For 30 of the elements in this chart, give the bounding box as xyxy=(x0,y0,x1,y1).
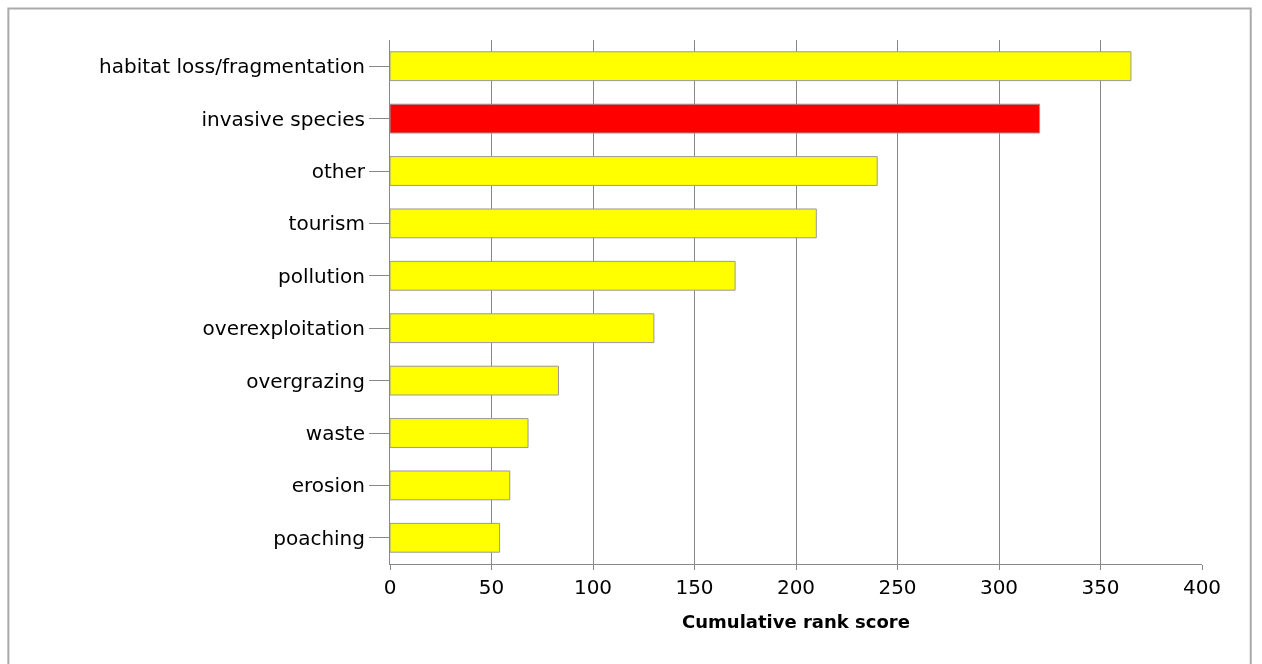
y-tick-label: waste xyxy=(305,421,365,445)
bar xyxy=(390,313,655,344)
y-tick-label: habitat loss/fragmentation xyxy=(99,54,365,79)
y-tick-label: overexploitation xyxy=(202,316,365,341)
y-tick-label: poaching xyxy=(273,525,365,550)
y-tick-label: tourism xyxy=(288,211,365,236)
x-tick-label: 200 xyxy=(776,575,816,599)
bar xyxy=(390,208,817,239)
bar xyxy=(390,156,878,186)
x-tick-label: 100 xyxy=(573,575,613,599)
y-tick-label: overgrazing xyxy=(246,368,365,393)
y-tick-label: pollution xyxy=(277,263,365,288)
x-tick-label: 150 xyxy=(675,575,714,599)
x-tick-label: 250 xyxy=(878,575,917,599)
bar xyxy=(390,103,1041,134)
bar xyxy=(390,522,501,553)
bar xyxy=(390,470,511,501)
y-tick-label: erosion xyxy=(291,473,365,498)
y-tick-label: other xyxy=(311,159,366,183)
bar xyxy=(390,260,736,291)
x-tick-label: 50 xyxy=(478,575,505,599)
bar xyxy=(390,51,1132,82)
x-tick-label: 300 xyxy=(979,575,1019,599)
y-tick-label: invasive species xyxy=(201,106,365,131)
x-tick-label: 400 xyxy=(1182,575,1222,599)
x-tick-label: 0 xyxy=(383,575,397,599)
bar xyxy=(390,365,559,396)
x-tick-label: 350 xyxy=(1081,575,1120,599)
bar xyxy=(390,418,529,448)
x-axis-title: Cumulative rank score xyxy=(682,611,910,632)
